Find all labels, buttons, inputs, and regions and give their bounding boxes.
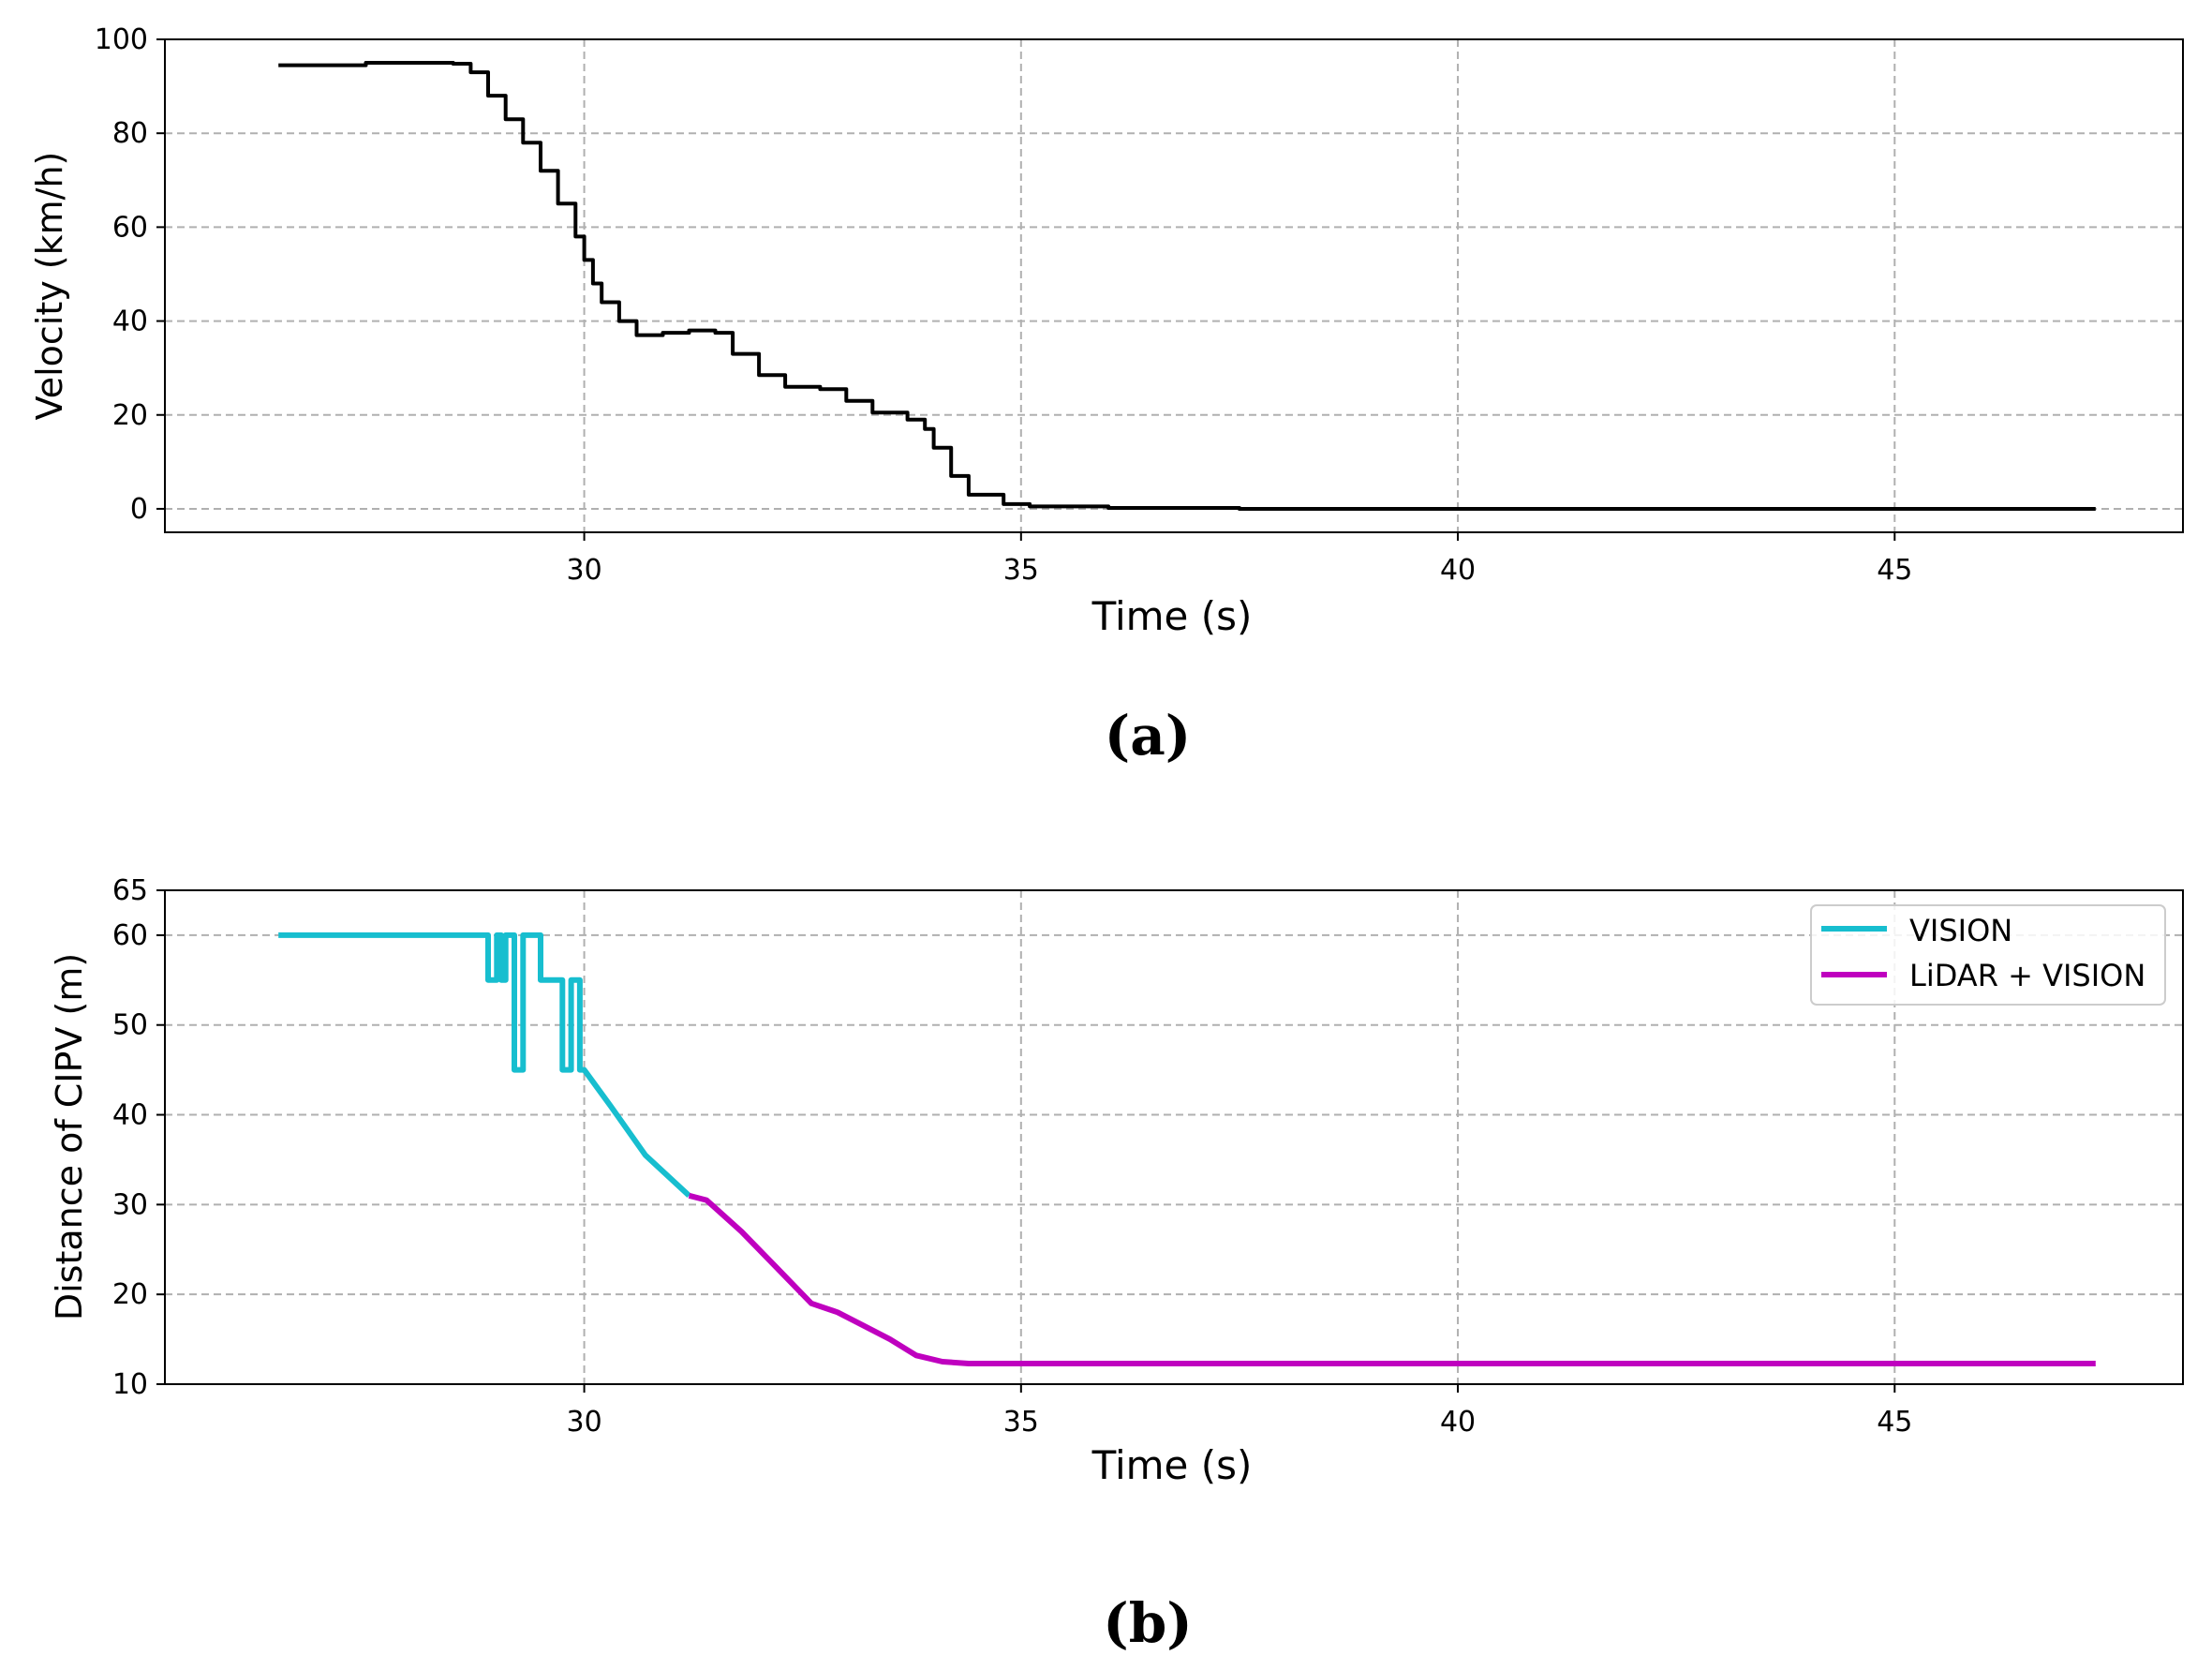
b-ytick-label: 20 xyxy=(112,1278,148,1311)
b-series-line-0 xyxy=(278,932,691,1199)
a-ytick-label: 0 xyxy=(130,493,148,526)
a-xtick-label: 35 xyxy=(1003,554,1039,587)
b-series-line-1 xyxy=(688,1192,2096,1366)
b-ytick-label: 40 xyxy=(112,1099,148,1132)
panel-b-ticks: 30 35 40 45 10 20 30 40 50 60 65 xyxy=(112,874,1913,1439)
panel-a-caption: (a) xyxy=(1105,704,1191,768)
panel-a-data xyxy=(278,61,2096,511)
panel-b-data xyxy=(278,932,2096,1366)
a-ytick-label: 60 xyxy=(112,211,148,244)
b-ytick-label: 50 xyxy=(112,1009,148,1042)
panel-b-caption: (b) xyxy=(1103,1591,1192,1655)
b-xtick-label: 40 xyxy=(1440,1406,1476,1439)
a-ytick-label: 80 xyxy=(112,117,148,150)
panel-a-xlabel: Time (s) xyxy=(1091,593,1253,639)
a-xtick-label: 30 xyxy=(566,554,601,587)
a-ytick-label: 40 xyxy=(112,306,148,338)
panel-a-ylabel: Velocity (km/h) xyxy=(29,152,70,421)
panel-b-axes-frame xyxy=(164,889,2184,1385)
b-xtick-label: 30 xyxy=(566,1406,601,1439)
panel-b-xlabel: Time (s) xyxy=(1091,1442,1253,1488)
b-ytick-label: 10 xyxy=(112,1368,148,1401)
a-xtick-label: 45 xyxy=(1877,554,1912,587)
legend-label-vision: VISION xyxy=(1909,913,2012,948)
a-series-line-0 xyxy=(278,61,2096,511)
panel-a-grid xyxy=(165,38,2183,532)
panel-a: 30 35 40 45 0 20 40 60 80 100 Time (s) Velocity (… xyxy=(29,23,2184,768)
b-ytick-label: 60 xyxy=(112,919,148,952)
a-ytick-label: 20 xyxy=(112,399,148,432)
legend-label-lidar-vision: LiDAR + VISION xyxy=(1909,958,2145,993)
panel-a-axes-frame xyxy=(164,38,2184,533)
b-xtick-label: 45 xyxy=(1877,1406,1912,1439)
a-ytick-label: 100 xyxy=(95,23,148,56)
legend: VISION LiDAR + VISION xyxy=(1810,904,2166,1006)
panel-b-ylabel: Distance of CIPV (m) xyxy=(49,953,90,1320)
legend-box xyxy=(1810,904,2166,1006)
a-xtick-label: 40 xyxy=(1440,554,1476,587)
panel-a-ticks: 30 35 40 45 0 20 40 60 80 100 xyxy=(95,23,1913,587)
b-ytick-label: 30 xyxy=(112,1188,148,1221)
b-ytick-label: 65 xyxy=(112,874,148,907)
panel-b: 30 35 40 45 10 20 30 40 50 60 65 VISION LiDAR + VI… xyxy=(49,874,2184,1655)
b-xtick-label: 35 xyxy=(1003,1406,1039,1439)
